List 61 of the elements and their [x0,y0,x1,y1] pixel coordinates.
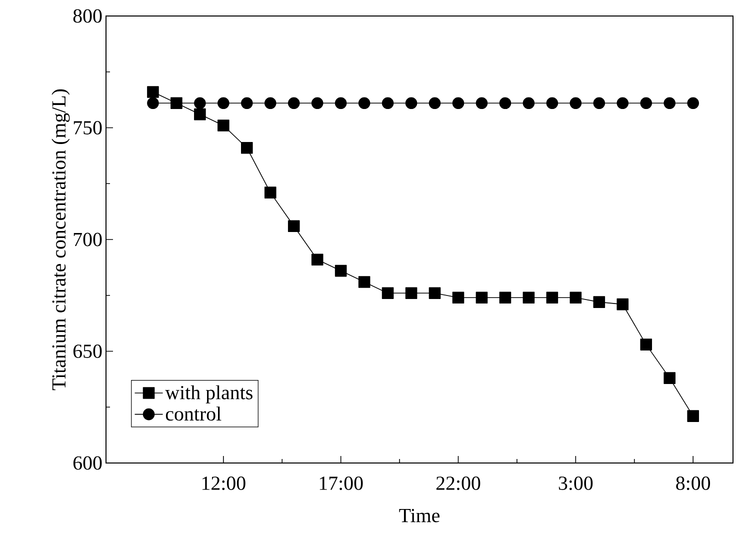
y-tick-label: 600 [73,456,102,470]
point [241,142,253,154]
legend-label: with plants [165,385,252,404]
y-tick-label: 800 [73,9,102,23]
point [334,264,347,277]
point [382,97,394,110]
x-tick-label: 8:00 [676,476,710,490]
point [194,97,206,110]
y-tick-label: 700 [74,232,102,246]
point [405,287,418,300]
point [664,97,676,110]
point [241,97,253,110]
point [476,292,488,304]
point [570,97,582,110]
point [428,97,441,110]
point [218,97,230,110]
point [452,292,464,304]
point [522,292,535,304]
y-axis-title: Titanium citrate concentration (mg/L) [52,89,70,390]
point [288,220,300,232]
point [616,97,629,110]
point [687,410,699,422]
point [546,97,558,110]
x-tick-label: 17:00 [320,476,363,490]
point [288,97,300,110]
point [194,108,206,120]
point [147,86,159,98]
point [170,97,182,110]
point [147,97,159,110]
point [428,287,441,300]
point [522,97,535,110]
x-tick-label: 3:00 [558,476,593,490]
point [593,296,606,308]
point [546,292,558,304]
point [640,338,652,350]
x-tick-label: 12:00 [202,476,246,490]
point [218,120,230,132]
point [616,298,629,310]
point [358,276,370,288]
point [311,254,324,266]
x-axis-title: Time [399,508,440,522]
x-tick-label: 22:00 [436,476,480,490]
y-tick-label: 650 [73,344,102,358]
legend-label: control [166,406,222,421]
point [358,97,370,110]
point [640,97,652,110]
point [334,97,347,110]
point [452,97,464,110]
point [382,287,394,300]
y-tick-label: 750 [74,121,102,134]
point [499,292,512,304]
point [264,186,276,198]
point [264,97,276,110]
point [405,97,418,110]
point [499,97,512,110]
point [664,372,676,384]
point [311,97,324,110]
point [570,292,582,304]
point [687,97,699,110]
point [476,97,488,110]
point [593,97,606,110]
